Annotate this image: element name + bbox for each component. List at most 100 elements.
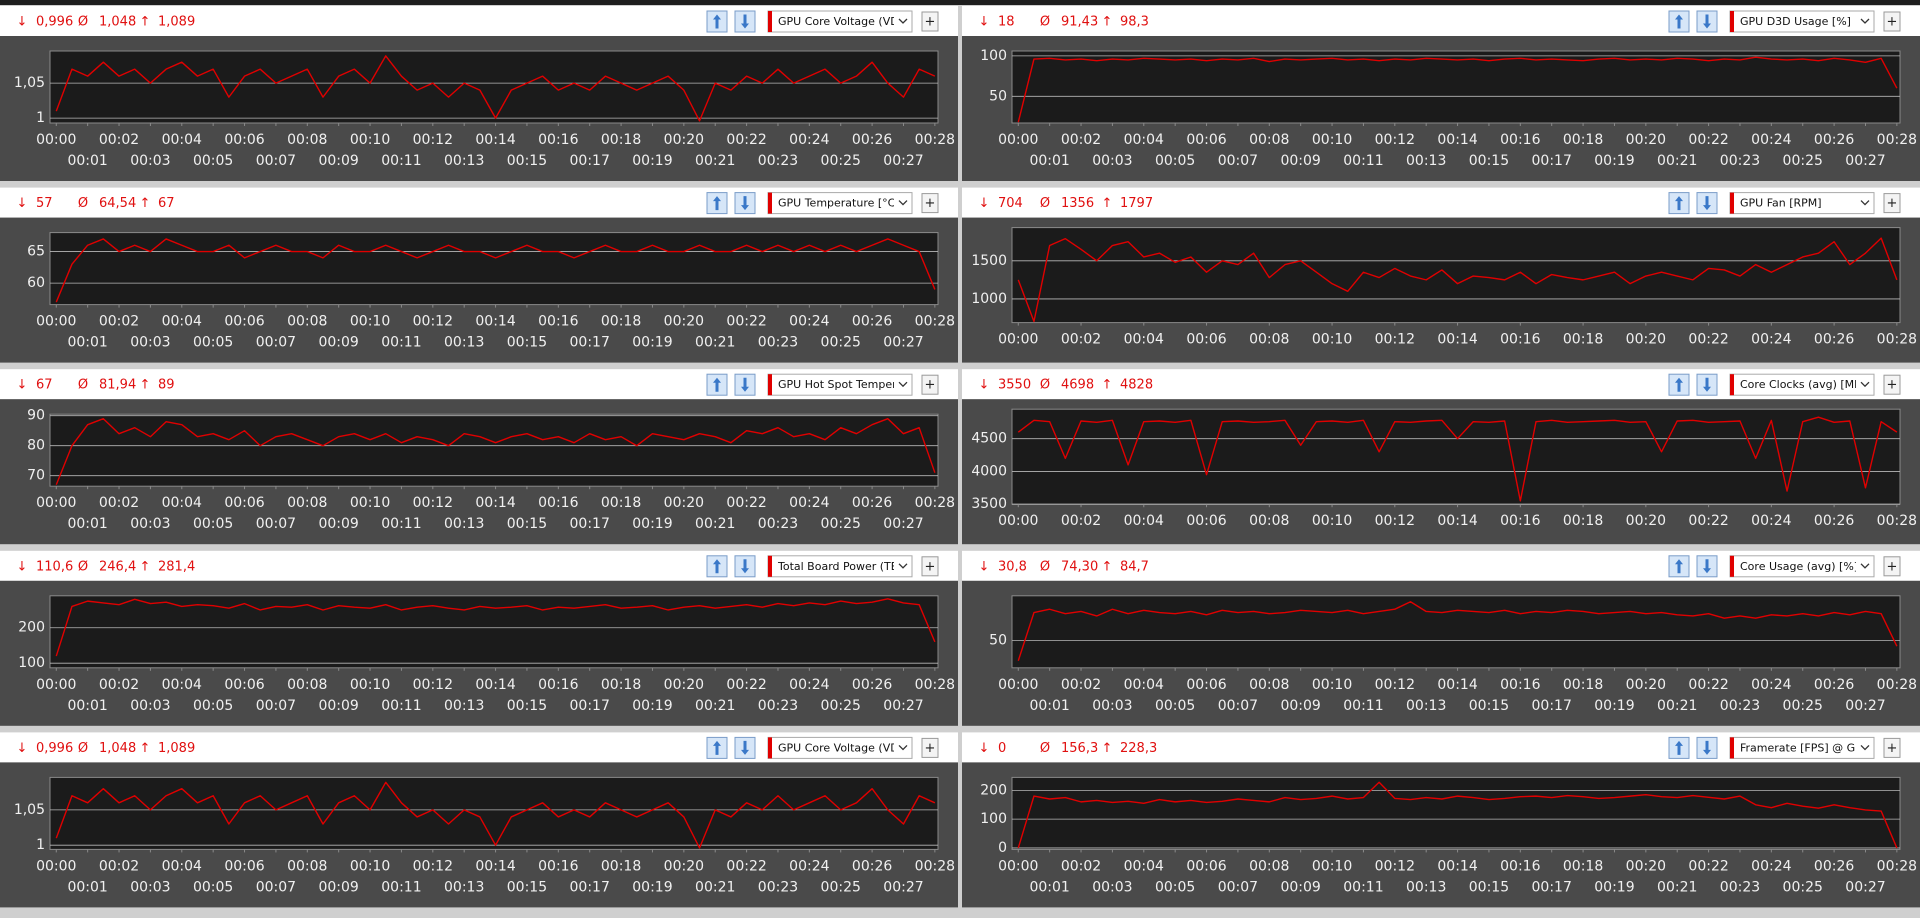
add-button[interactable]: + <box>921 556 939 577</box>
move-up-button[interactable] <box>706 555 728 578</box>
button-arrow <box>713 196 721 211</box>
button-arrow <box>741 196 749 211</box>
x-tick-label: 00:20 <box>664 858 704 874</box>
move-down-button[interactable] <box>1696 192 1718 215</box>
x-tick-label: 00:06 <box>224 132 264 148</box>
stat-symbol: Ø <box>1040 15 1050 30</box>
x-tick-label: 00:10 <box>1312 132 1352 148</box>
sensor-color <box>768 555 772 577</box>
x-tick-label: 00:05 <box>193 335 233 351</box>
add-button[interactable]: + <box>921 737 939 758</box>
add-button[interactable]: + <box>921 374 939 395</box>
x-tick-label: 00:16 <box>1500 677 1540 693</box>
x-tick-label: 00:06 <box>1186 677 1226 693</box>
stat-max: 4828 <box>1120 378 1153 393</box>
move-down-button[interactable] <box>1696 10 1718 33</box>
x-tick-label: 00:07 <box>1218 153 1258 169</box>
stat-max: 67 <box>158 196 175 211</box>
x-tick-label: 00:19 <box>632 335 672 351</box>
move-up-button[interactable] <box>1668 555 1690 578</box>
move-down-button[interactable] <box>734 10 756 33</box>
x-tick-label: 00:04 <box>162 495 202 511</box>
sensor-dropdown[interactable]: Core Usage (avg) [%] <box>1729 555 1875 578</box>
stat-min: 0 <box>998 741 1006 756</box>
y-tick-label: 100 <box>980 48 1007 64</box>
sensor-dropdown[interactable]: Total Board Power (TBP) [ <box>767 555 917 578</box>
x-tick-label: 00:01 <box>1029 698 1069 714</box>
plot-area <box>1011 227 1901 324</box>
sensor-dropdown[interactable]: GPU Core Voltage (VDDC <box>767 10 915 33</box>
sensor-dropdown[interactable]: Core Clocks (avg) [MHz] <box>1729 373 1875 396</box>
x-tick-label: 00:28 <box>915 858 955 874</box>
move-down-button[interactable] <box>734 736 756 759</box>
move-down-button[interactable] <box>734 192 756 215</box>
move-up-button[interactable] <box>706 373 728 396</box>
add-button[interactable]: + <box>1883 193 1901 214</box>
stat-symbol: ↑ <box>140 378 151 393</box>
x-tick-label: 00:28 <box>915 314 955 330</box>
data-line <box>1017 56 1898 123</box>
add-button[interactable]: + <box>1883 11 1901 32</box>
move-down-button[interactable] <box>1696 736 1718 759</box>
x-tick-label: 00:13 <box>444 698 484 714</box>
move-down-button[interactable] <box>1696 373 1718 396</box>
add-button[interactable]: + <box>921 193 939 214</box>
move-up-button[interactable] <box>706 736 728 759</box>
move-up-button[interactable] <box>706 192 728 215</box>
x-tick-label: 00:14 <box>475 495 515 511</box>
dropdown-chevron <box>1860 200 1870 206</box>
sensor-dropdown[interactable]: GPU Core Voltage (VDDC <box>767 736 915 759</box>
sensor-panel: ↓ 704 Ø 1356 ↑ 1797 GPU Fan [RPM] +1000 1500 00:0… <box>962 187 1920 363</box>
x-tick-label: 00:04 <box>1124 858 1164 874</box>
add-button[interactable]: + <box>1883 374 1901 395</box>
move-up-button[interactable] <box>1668 373 1690 396</box>
add-label: + <box>925 15 936 30</box>
x-tick-label: 00:27 <box>883 153 923 169</box>
plot-layer <box>1017 56 1898 123</box>
move-up-button[interactable] <box>1668 736 1690 759</box>
x-tick-label: 00:05 <box>1155 698 1195 714</box>
sensor-dropdown[interactable]: GPU Hot Spot Temperatu <box>767 373 915 396</box>
stat-avg: 1,048 <box>99 15 136 30</box>
x-tick-label: 00:07 <box>256 335 296 351</box>
move-down-button[interactable] <box>1696 555 1718 578</box>
sensor-color <box>1730 737 1734 759</box>
x-tick-label: 00:18 <box>1563 132 1603 148</box>
x-tick-label: 00:24 <box>789 677 829 693</box>
move-up-button[interactable] <box>1668 10 1690 33</box>
sensor-dropdown[interactable]: Framerate [FPS] @ GPU [ <box>1729 736 1878 759</box>
move-up-button[interactable] <box>706 10 728 33</box>
x-tick-label: 00:19 <box>1594 153 1634 169</box>
sensor-dropdown[interactable]: GPU D3D Usage [%] <box>1729 10 1875 33</box>
sensor-panel: ↓ 0,996 Ø 1,048 ↑ 1,089 GPU Core Voltage (VDDC… <box>0 6 958 181</box>
y-tick-label: 1500 <box>971 253 1007 269</box>
dropdown-chevron <box>898 744 908 751</box>
add-button[interactable]: + <box>1883 556 1901 577</box>
button-arrow <box>1703 196 1711 211</box>
x-tick-label: 00:18 <box>601 314 641 330</box>
move-down-button[interactable] <box>734 373 756 396</box>
x-tick-label: 00:16 <box>1500 132 1540 148</box>
x-tick-label: 00:18 <box>1563 513 1603 529</box>
add-label: + <box>1887 196 1898 211</box>
x-tick-label: 00:15 <box>1469 698 1509 714</box>
x-tick-label: 00:19 <box>1594 698 1634 714</box>
sensor-panel: ↓ 110,6 Ø 246,4 ↑ 281,4 Total Board Power (TBP… <box>0 550 958 726</box>
x-tick-label: 00:07 <box>1218 879 1258 895</box>
plot-layer <box>55 418 936 485</box>
add-button[interactable]: + <box>921 11 939 32</box>
sensor-dropdown[interactable]: GPU Fan [RPM] <box>1729 192 1875 215</box>
x-tick-label: 00:17 <box>570 698 610 714</box>
x-tick-label: 00:24 <box>789 132 829 148</box>
x-tick-label: 00:22 <box>1688 513 1728 529</box>
add-label: + <box>925 378 936 393</box>
add-frame <box>921 556 939 577</box>
sensor-dropdown[interactable]: GPU Temperature [°C] <box>767 192 913 215</box>
stat-min: 57 <box>36 196 53 211</box>
x-tick-label: 00:28 <box>1877 132 1917 148</box>
move-down-button[interactable] <box>734 555 756 578</box>
x-tick-label: 00:22 <box>726 495 766 511</box>
x-tick-label: 00:04 <box>162 132 202 148</box>
add-button[interactable]: + <box>1883 737 1901 758</box>
move-up-button[interactable] <box>1668 192 1690 215</box>
